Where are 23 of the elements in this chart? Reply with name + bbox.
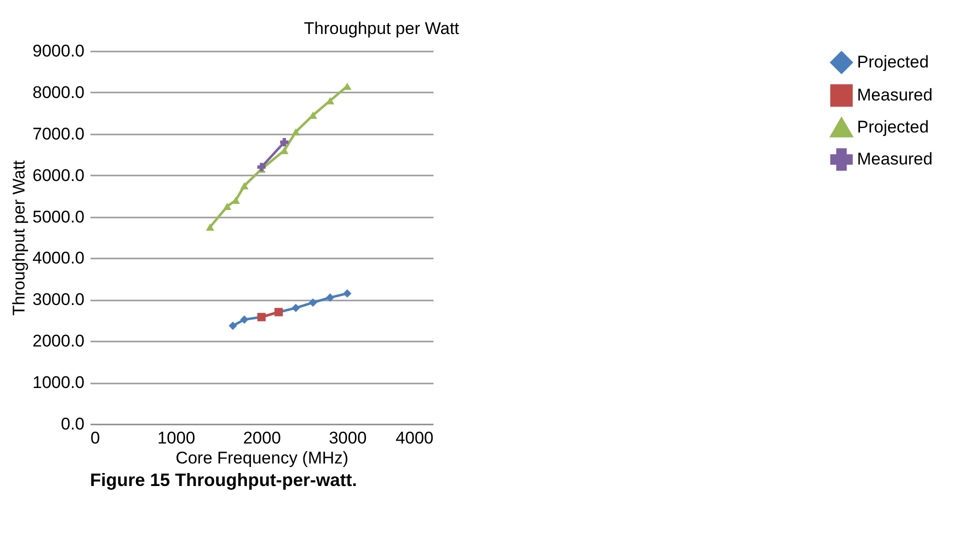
y-tick-label: 8000.0 bbox=[32, 82, 84, 102]
x-axis-title: Core Frequency (MHz) bbox=[176, 448, 348, 468]
y-tick-label: 2000.0 bbox=[32, 332, 84, 351]
y-axis-title: Throughput per Watt bbox=[10, 160, 29, 316]
legend-label: Projected bbox=[857, 118, 929, 136]
y-tick-label: 0.0 bbox=[60, 414, 84, 434]
legend-label: Measured bbox=[857, 86, 933, 104]
x-tick-label: 0 bbox=[90, 428, 100, 448]
legend-label: Projected bbox=[857, 52, 929, 72]
caption: Figure 15 Throughput-per-watt. bbox=[90, 470, 357, 490]
legend-label: Measured bbox=[857, 150, 933, 168]
x-tick-label: 2000 bbox=[243, 428, 281, 448]
y-tick-label: 3000.0 bbox=[32, 290, 84, 310]
y-tick-label: 1000.0 bbox=[32, 373, 84, 392]
x-tick-label: 3000 bbox=[328, 428, 367, 448]
chart-title: Throughput per Watt bbox=[304, 19, 460, 38]
y-tick-label: 4000.0 bbox=[32, 248, 84, 268]
x-tick-label: 4000 bbox=[396, 428, 434, 448]
y-tick-label: 6000.0 bbox=[32, 166, 84, 185]
y-tick-label: 5000.0 bbox=[32, 207, 84, 226]
y-tick-label: 9000.0 bbox=[32, 42, 84, 60]
y-tick-label: 7000.0 bbox=[32, 124, 84, 144]
x-tick-label: 1000 bbox=[157, 428, 196, 448]
